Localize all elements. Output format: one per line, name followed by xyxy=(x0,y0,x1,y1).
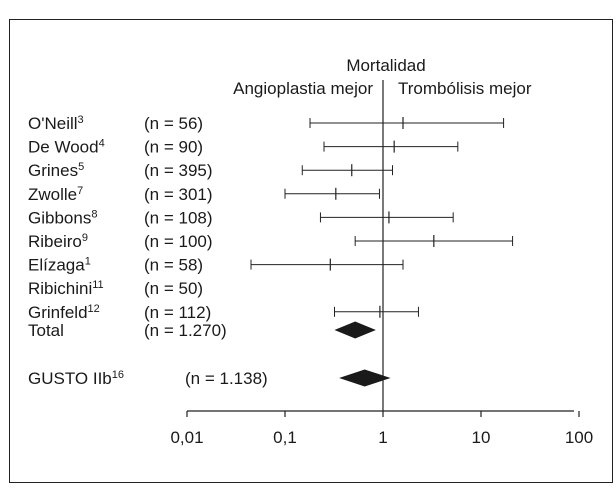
study-name: GUSTO IIb16 xyxy=(28,369,124,388)
x-tick-label: 1 xyxy=(378,428,387,447)
x-tick-label: 10 xyxy=(472,428,491,447)
study-n: (n = 112) xyxy=(144,303,211,322)
x-tick-label: 0,1 xyxy=(273,428,297,447)
left-direction-label: Angioplastia mejor xyxy=(233,79,373,98)
study-n: (n = 90) xyxy=(144,138,203,157)
chart-title: Mortalidad xyxy=(346,56,425,75)
pooled-diamond xyxy=(339,369,391,387)
study-name: Ribeiro9 xyxy=(28,232,88,251)
study-reference: 16 xyxy=(112,369,124,381)
study-n: (n = 1.270) xyxy=(144,321,227,340)
study-reference: 8 xyxy=(91,208,97,220)
study-name: Gibbons8 xyxy=(28,208,97,227)
study-name: O'Neill3 xyxy=(28,114,84,133)
x-tick-label: 100 xyxy=(565,428,593,447)
study-reference: 11 xyxy=(92,279,103,291)
study-n: (n = 1.138) xyxy=(185,369,268,388)
study-name: Ribichini11 xyxy=(28,279,104,298)
study-reference: 4 xyxy=(99,138,105,150)
study-name: Elízaga1 xyxy=(28,256,91,275)
study-reference: 7 xyxy=(77,185,83,197)
study-n: (n = 100) xyxy=(144,232,213,251)
study-reference: 5 xyxy=(78,161,84,173)
study-n: (n = 50) xyxy=(144,279,203,298)
study-n: (n = 301) xyxy=(144,185,213,204)
study-name: Grinfeld12 xyxy=(28,303,100,322)
study-reference: 1 xyxy=(85,256,91,268)
x-axis-ticks: 0,01 0,1 1 10 100 xyxy=(170,411,593,447)
right-direction-label: Trombólisis mejor xyxy=(398,79,532,98)
study-reference: 3 xyxy=(78,114,84,126)
study-reference: 9 xyxy=(82,232,88,244)
study-n: (n = 395) xyxy=(144,161,213,180)
study-n: (n = 56) xyxy=(144,114,203,133)
chart-marks xyxy=(250,117,514,387)
study-name: Zwolle7 xyxy=(28,185,83,204)
study-name: De Wood4 xyxy=(28,138,105,157)
pooled-diamond xyxy=(334,321,376,339)
x-tick-label: 0,01 xyxy=(170,428,203,447)
study-rows: O'Neill3 (n = 56) De Wood4 (n = 90) Grines5 (… xyxy=(28,114,268,388)
study-name: Total xyxy=(28,321,64,340)
study-reference: 12 xyxy=(88,303,100,315)
study-n: (n = 108) xyxy=(144,208,213,227)
study-name: Grines5 xyxy=(28,161,84,180)
study-n: (n = 58) xyxy=(144,256,203,275)
